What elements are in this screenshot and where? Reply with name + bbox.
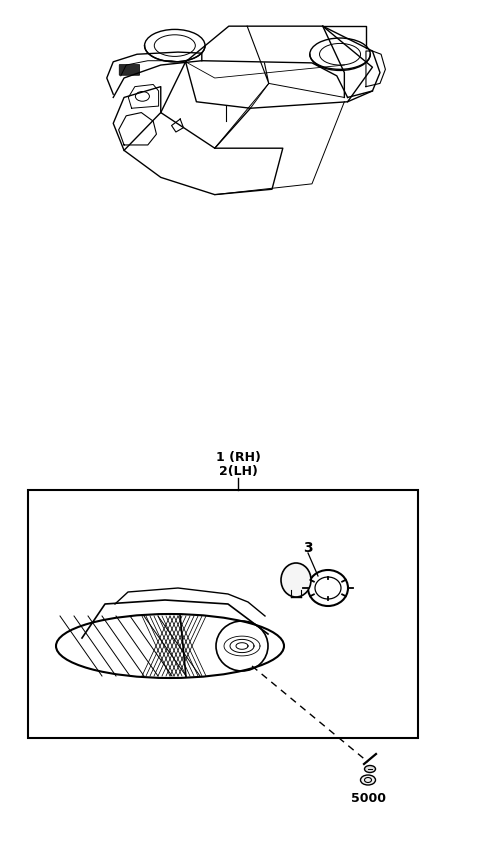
Ellipse shape	[360, 775, 375, 785]
Text: 2(LH): 2(LH)	[218, 465, 257, 478]
Text: 3: 3	[303, 541, 313, 555]
Ellipse shape	[364, 765, 375, 772]
FancyBboxPatch shape	[119, 64, 140, 75]
Text: 1 (RH): 1 (RH)	[216, 451, 261, 464]
Bar	[28, 490, 418, 738]
Text: 5000: 5000	[350, 792, 385, 805]
Ellipse shape	[281, 563, 311, 597]
